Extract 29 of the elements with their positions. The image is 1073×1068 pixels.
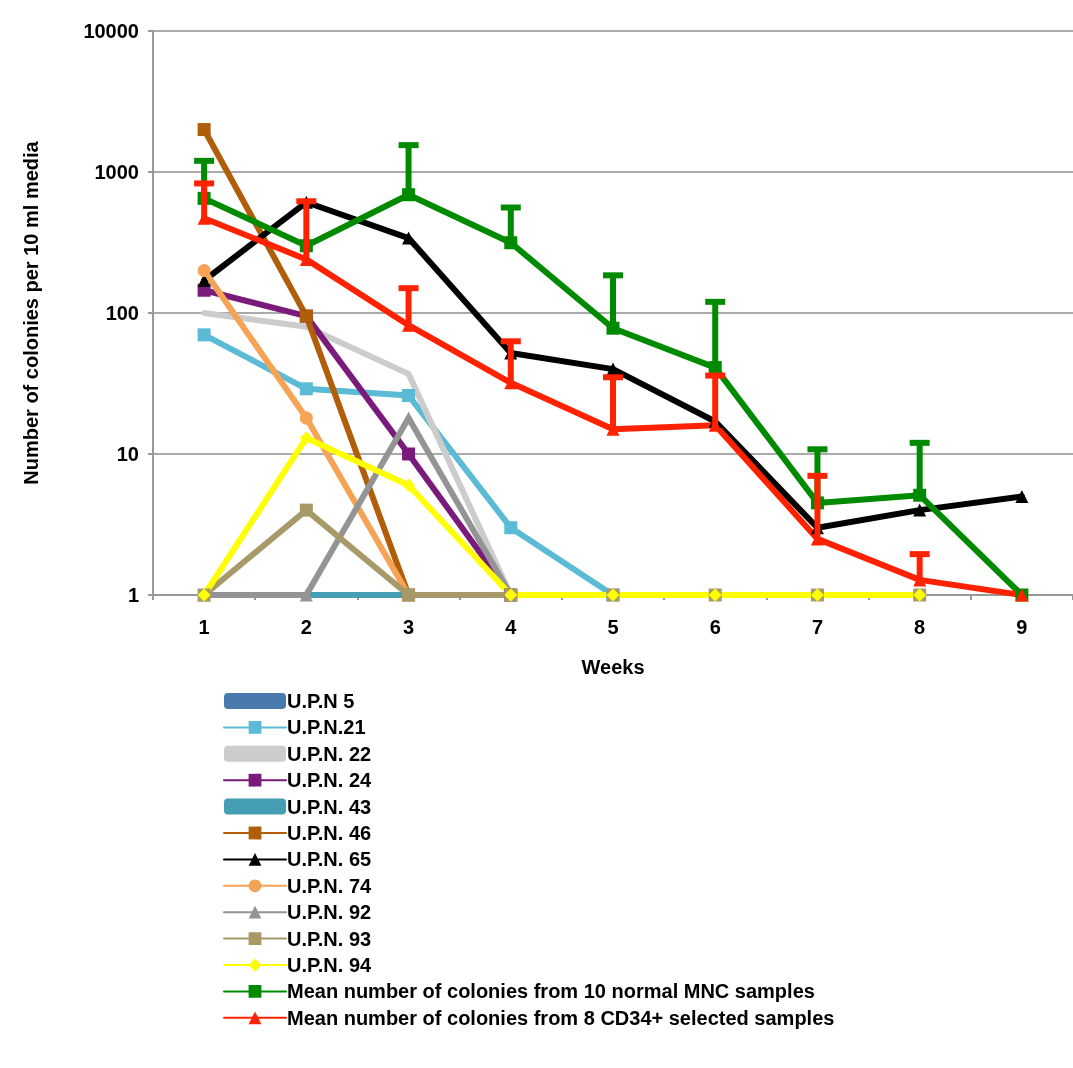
x-tick-label: 3 <box>402 616 415 638</box>
legend-label: U.P.N. 93 <box>287 927 372 950</box>
x-tick-label: 7 <box>811 616 824 638</box>
x-axis-title: Weeks <box>581 656 645 678</box>
x-tick-label: 5 <box>607 616 619 638</box>
legend-label: U.P.N. 24 <box>287 769 372 792</box>
x-tick-label: 6 <box>709 616 721 638</box>
y-axis-title: Number of colonies per 10 ml media <box>20 140 42 485</box>
x-tick-label: 2 <box>300 616 312 638</box>
legend-label: U.P.N. 46 <box>287 822 372 844</box>
legend-label: U.P.N 5 <box>287 690 355 712</box>
legend-label: U.P.N. 92 <box>287 901 372 924</box>
x-tick-label: 8 <box>914 616 926 638</box>
legend-label: U.P.N.21 <box>287 716 366 739</box>
legend-label: U.P.N. 22 <box>287 742 372 765</box>
legend-label: U.P.N. 74 <box>287 874 372 897</box>
x-tick-label: 1 <box>198 616 210 638</box>
x-tick-label: 4 <box>505 616 518 638</box>
y-tick-label: 100 <box>105 302 139 324</box>
legend-label: U.P.N. 65 <box>287 848 372 871</box>
y-tick-label: 10000 <box>83 20 139 42</box>
x-tick-label: 9 <box>1016 616 1028 638</box>
legend-label: U.P.N. 43 <box>287 795 372 818</box>
y-tick-label: 10 <box>116 443 139 465</box>
y-tick-label: 1000 <box>94 161 139 183</box>
legend-label: Mean number of colonies from 10 normal MNC samples <box>287 980 815 1003</box>
legend-label: Mean number of colonies from 8 CD34+ selected samples <box>287 1006 835 1029</box>
legend-label: U.P.N. 94 <box>287 954 372 976</box>
y-tick-label: 1 <box>127 584 139 606</box>
